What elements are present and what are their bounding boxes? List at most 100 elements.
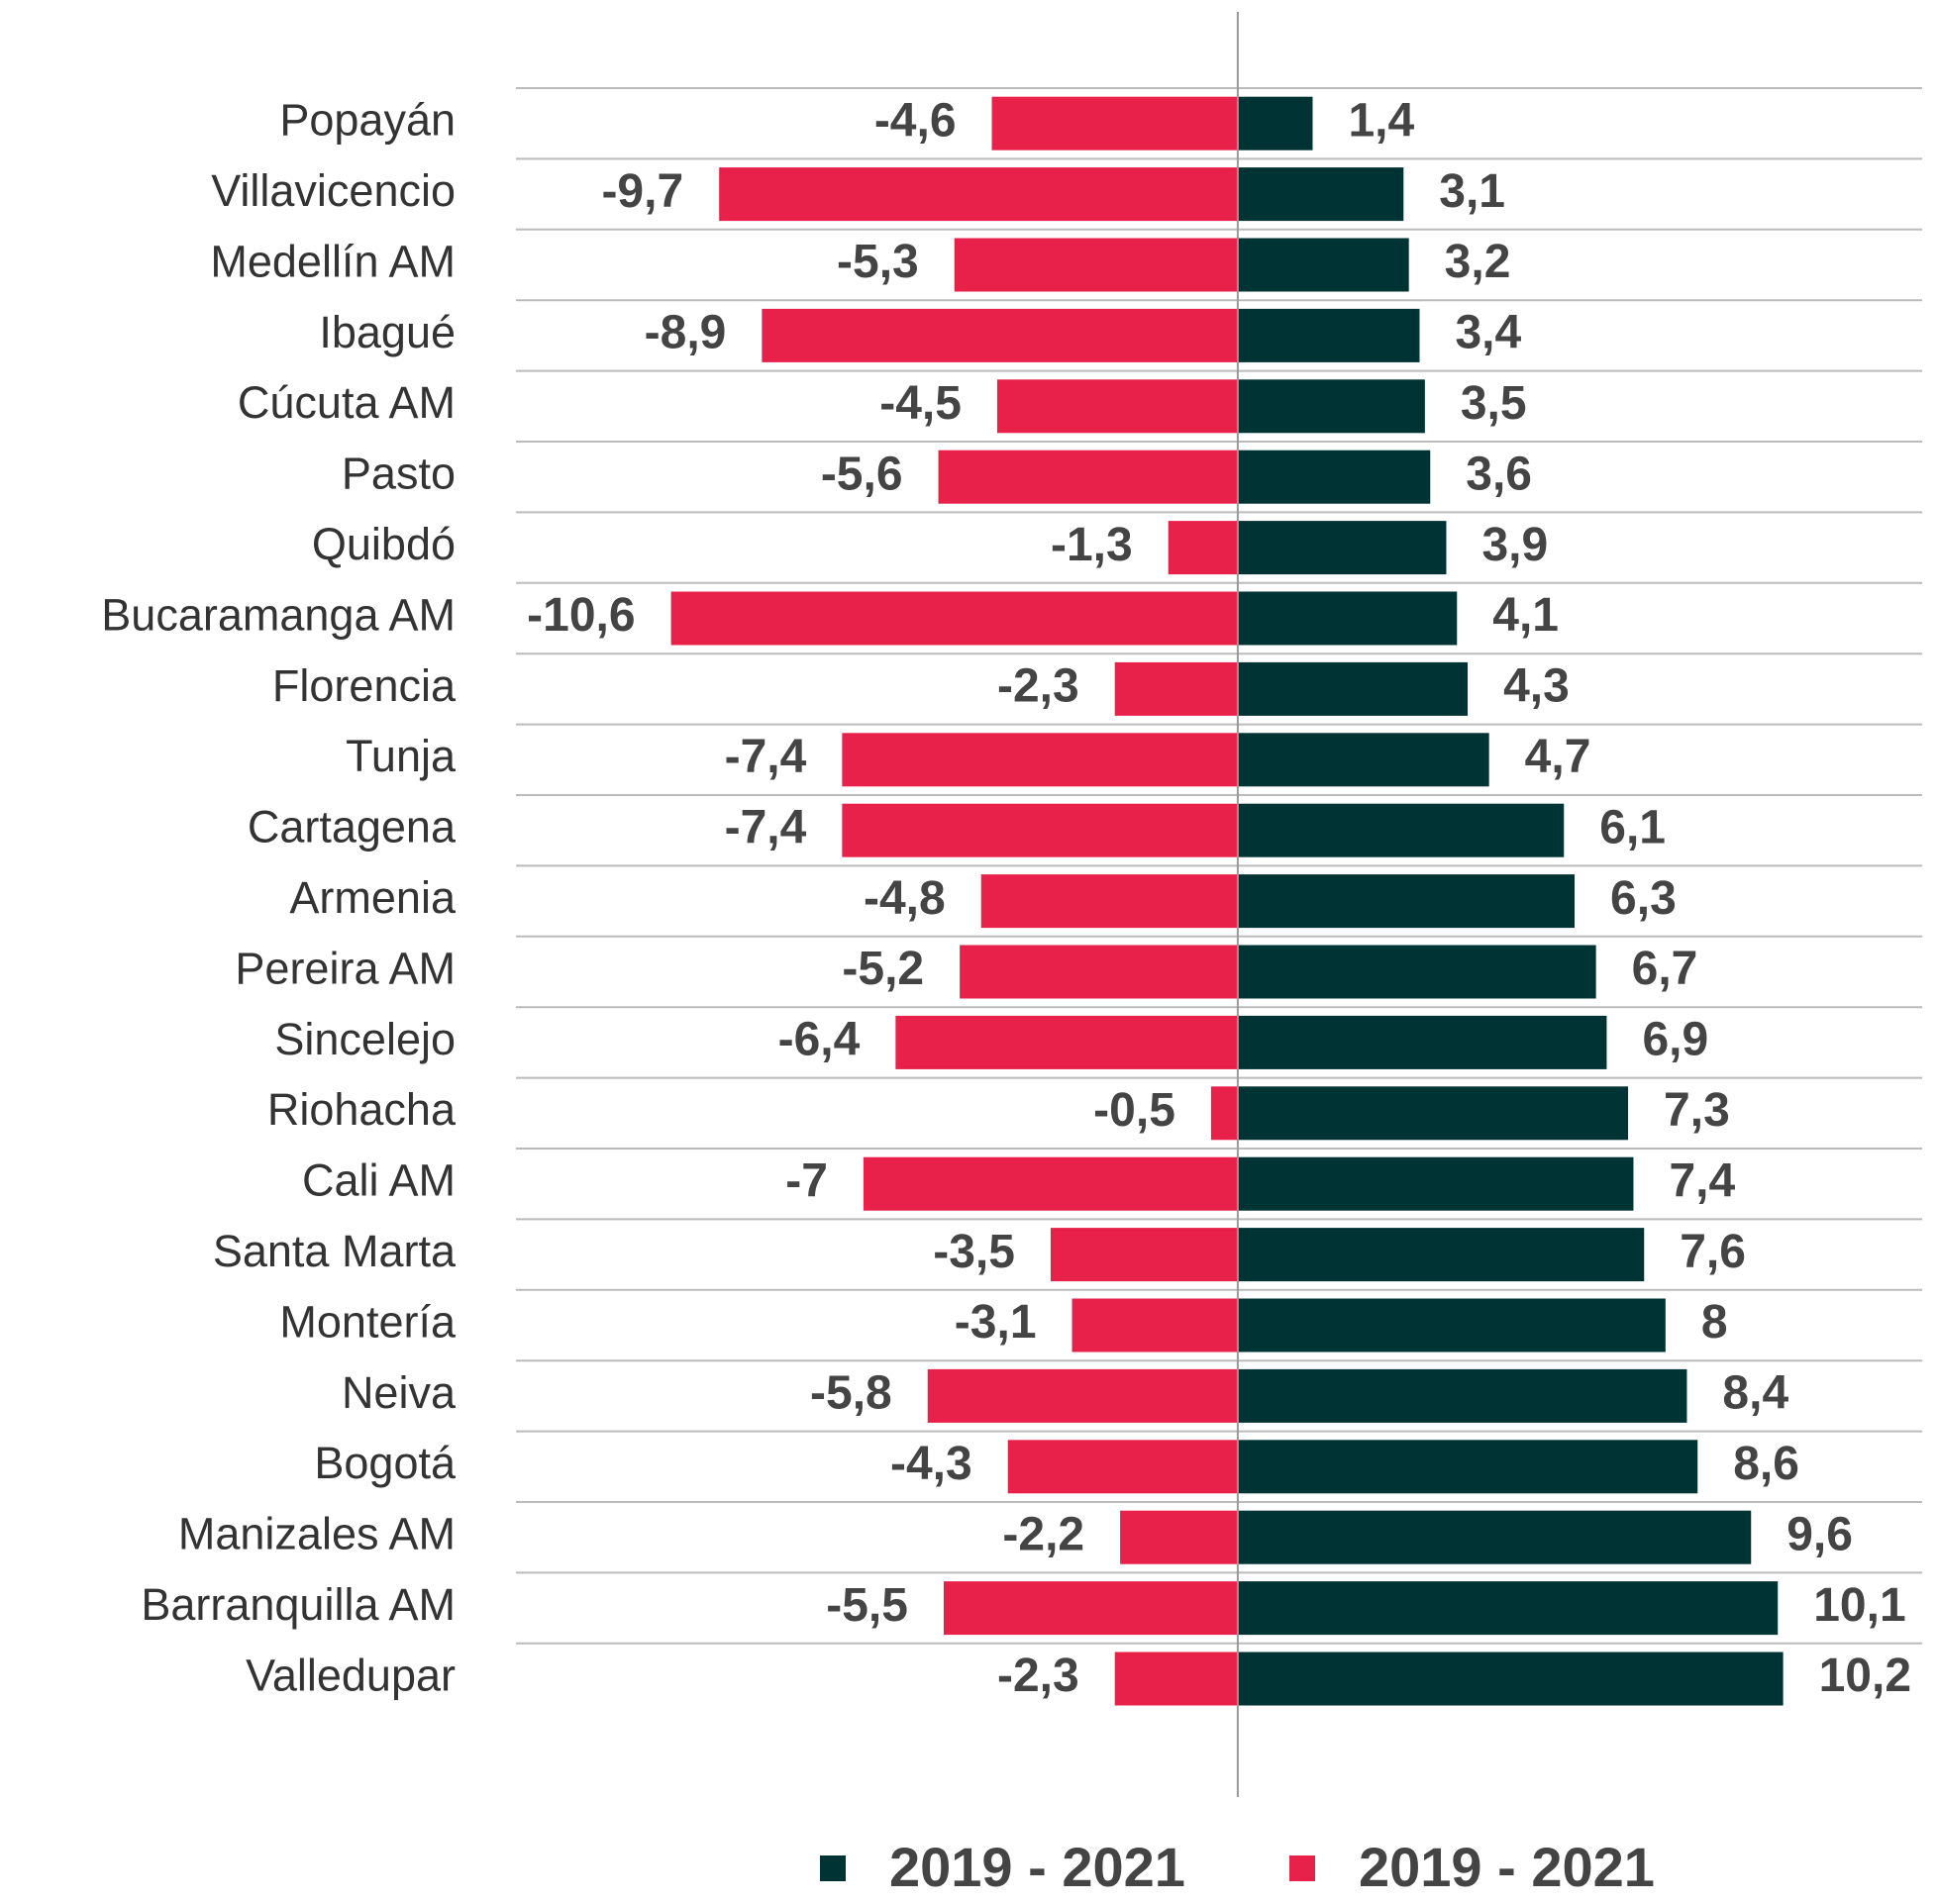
category-label: Cali AM: [302, 1155, 456, 1206]
category-label: Montería: [279, 1296, 457, 1347]
value-label: 3,9: [1481, 519, 1548, 571]
bar: [1071, 1298, 1238, 1353]
bar: [1237, 379, 1425, 434]
bar: [1237, 1368, 1687, 1423]
value-label: 9,6: [1786, 1508, 1853, 1560]
bar: [1237, 167, 1404, 222]
category-label: Bucaramanga AM: [101, 589, 456, 640]
value-label: 10,2: [1819, 1650, 1911, 1702]
category-label: Tunja: [346, 731, 457, 781]
value-label: -0,5: [1093, 1084, 1175, 1137]
category-label: Barranquilla AM: [141, 1579, 456, 1630]
value-label: -4,8: [864, 872, 946, 925]
value-label: 8,4: [1722, 1367, 1788, 1420]
legend-swatch: [1289, 1855, 1315, 1881]
category-label: Cartagena: [248, 802, 457, 852]
bar: [1237, 1652, 1784, 1706]
bar: [1237, 1228, 1645, 1282]
value-label: 6,7: [1632, 943, 1698, 995]
value-label: -3,5: [933, 1226, 1015, 1278]
value-label: 3,1: [1439, 165, 1505, 218]
value-label: -2,2: [1002, 1508, 1084, 1560]
value-label: -5,6: [821, 448, 903, 500]
value-label: -7,4: [725, 731, 807, 783]
bar: [954, 238, 1238, 292]
bar: [762, 308, 1238, 362]
category-label: Valledupar: [246, 1650, 456, 1700]
legend-label: 2019 - 2021: [1359, 1836, 1655, 1898]
value-label: 4,7: [1525, 731, 1591, 783]
value-label: -4,5: [879, 377, 962, 430]
category-label: Quibdó: [312, 519, 456, 569]
value-label: 3,4: [1455, 307, 1521, 359]
value-label: 7,3: [1664, 1084, 1730, 1137]
bar: [1237, 96, 1313, 150]
value-label: -10,6: [527, 589, 635, 642]
category-label: Sincelejo: [274, 1014, 456, 1064]
bar: [1237, 1440, 1698, 1494]
bar: [1114, 1652, 1238, 1706]
value-label: 6,1: [1599, 801, 1666, 853]
bar: [1237, 1510, 1752, 1564]
bar: [1237, 1581, 1779, 1636]
bar: [1237, 661, 1469, 716]
value-label: -2,3: [997, 660, 1079, 713]
bar: [1237, 308, 1420, 362]
bar: [1050, 1228, 1238, 1282]
category-label: Villavicencio: [211, 165, 456, 216]
category-label: Medellín AM: [210, 236, 456, 286]
bar: [1237, 521, 1447, 575]
category-label: Riohacha: [267, 1084, 457, 1135]
value-label: 6,9: [1642, 1014, 1708, 1066]
bar: [1120, 1510, 1238, 1564]
value-label: 8: [1701, 1296, 1728, 1349]
bar: [1007, 1440, 1238, 1494]
value-label: 7,4: [1669, 1154, 1735, 1207]
category-label: Manizales AM: [178, 1509, 456, 1559]
bar: [960, 945, 1238, 999]
bar: [1237, 803, 1565, 857]
bar: [1237, 238, 1409, 292]
category-label: Neiva: [342, 1367, 457, 1418]
bar: [719, 167, 1238, 222]
value-label: -3,1: [955, 1296, 1037, 1349]
value-label: 4,3: [1503, 660, 1570, 713]
bar: [980, 874, 1238, 929]
value-label: 3,5: [1461, 377, 1527, 430]
bar: [938, 450, 1238, 504]
bar: [842, 803, 1238, 857]
value-label: -7,4: [725, 801, 807, 853]
category-label: Ibagué: [319, 307, 456, 357]
category-label: Bogotá: [314, 1438, 457, 1488]
value-label: -5,2: [842, 943, 924, 995]
value-label: 10,1: [1813, 1579, 1905, 1632]
bar: [863, 1156, 1238, 1211]
bar: [1237, 450, 1431, 504]
value-label: 6,3: [1610, 872, 1677, 925]
category-label: Pereira AM: [235, 943, 456, 993]
legend-swatch: [820, 1855, 846, 1881]
bar: [1237, 591, 1458, 646]
bar: [1237, 1015, 1607, 1069]
bar: [670, 591, 1238, 646]
value-label: 4,1: [1492, 589, 1559, 642]
value-label: -4,6: [874, 94, 957, 147]
bar: [1114, 661, 1238, 716]
category-label: Pasto: [342, 449, 456, 499]
legend-label: 2019 - 2021: [889, 1836, 1185, 1898]
value-label: -7: [785, 1154, 828, 1207]
category-label: Santa Marta: [213, 1226, 457, 1276]
category-label: Cúcuta AM: [238, 377, 456, 428]
bar: [1210, 1086, 1238, 1141]
value-label: -5,5: [826, 1579, 908, 1632]
value-label: -2,3: [997, 1650, 1079, 1702]
bar: [1237, 1086, 1629, 1141]
value-label: 8,6: [1733, 1438, 1799, 1490]
value-label: -6,4: [778, 1014, 861, 1066]
value-label: 3,2: [1445, 236, 1511, 288]
value-label: -8,9: [645, 307, 727, 359]
bar: [996, 379, 1238, 434]
bar: [1237, 874, 1576, 929]
value-label: 1,4: [1348, 94, 1414, 147]
